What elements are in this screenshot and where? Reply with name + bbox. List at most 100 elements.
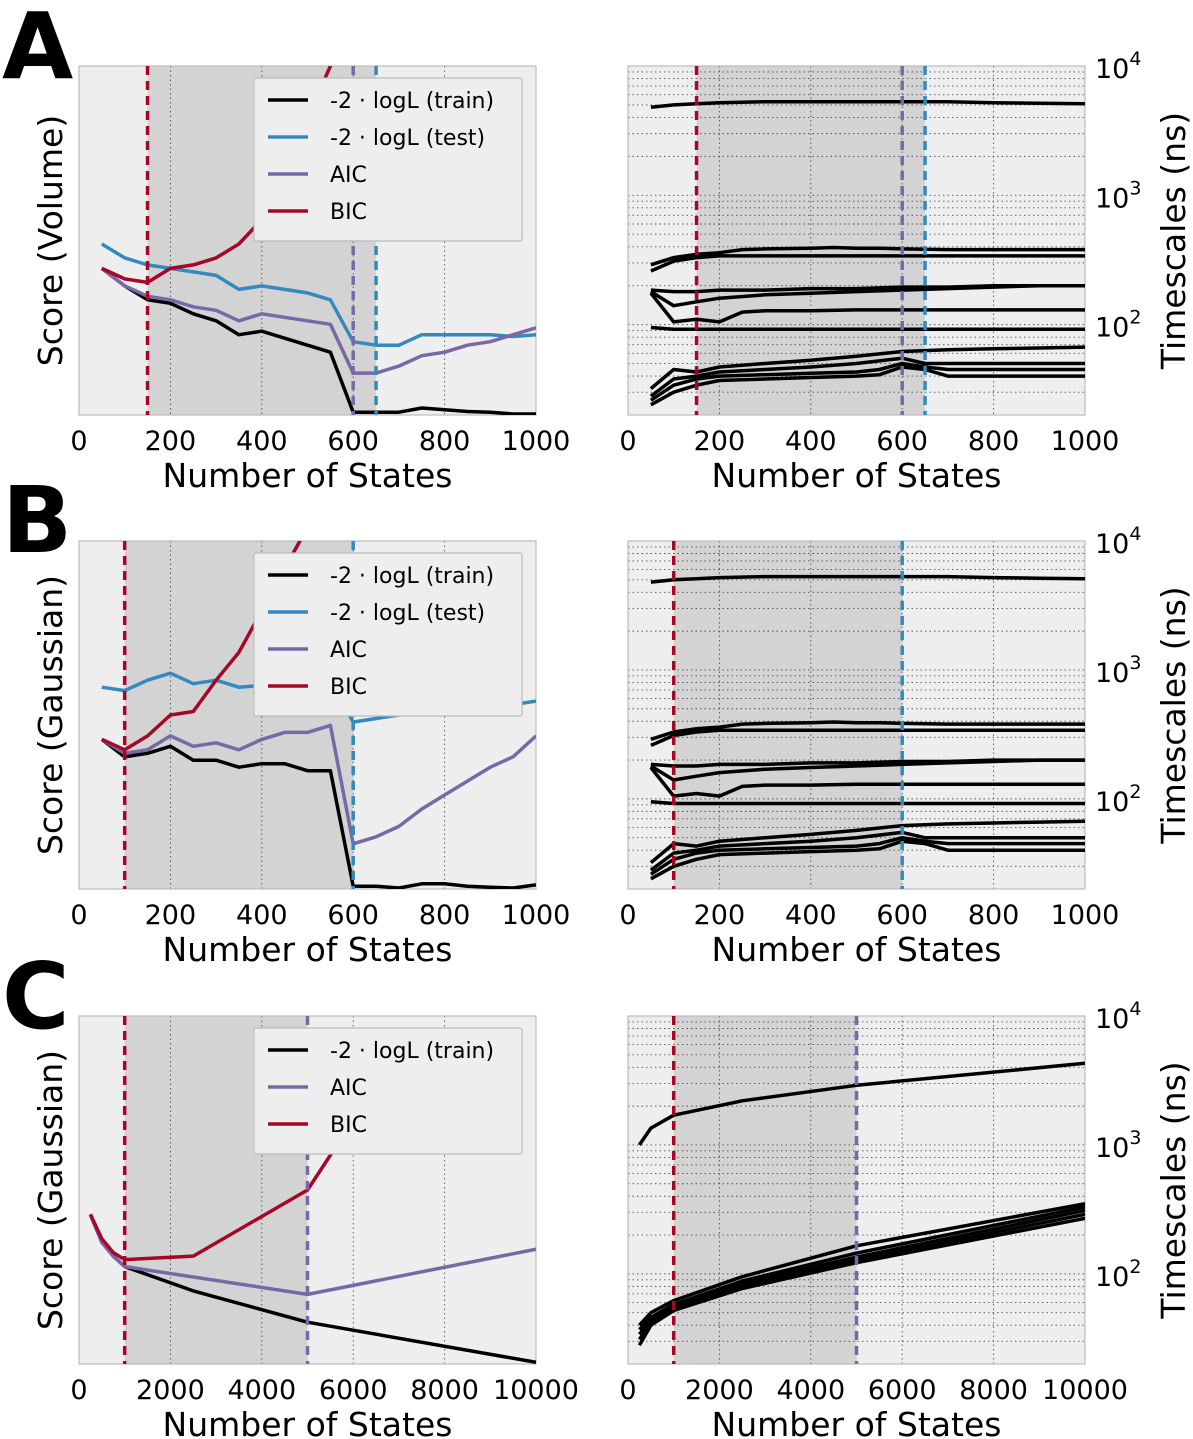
timescale-line-1 [650,99,1085,109]
timescale-line-2 [638,1201,1085,1327]
timescale-line-7 [650,799,1085,806]
x-tick-label: 1000 [502,900,571,931]
x-tick-label: 400 [785,900,837,931]
chart-c-left: 0 2000 4000 6000 8000 10000 Number of States Sc… [31,1015,579,1439]
y-tick-label: 104 [1095,998,1141,1035]
axes-frame [78,65,537,416]
x-axis-label: Number of States [712,1405,1002,1439]
timescale-line-8 [649,819,1085,865]
chart-a-right: 0 200 400 600 800 1000 Number of States Timesca… [619,48,1193,495]
x-tick-label: 6000 [868,1375,937,1406]
y-tick-label: 103 [1095,652,1141,689]
legend-label: AIC [330,163,367,188]
x-tick-label: 0 [619,900,636,931]
x-tick-label: 200 [694,426,746,457]
timescale-line-6 [649,292,1085,324]
series-line-aic [100,267,536,375]
x-tick-label: 8000 [959,1375,1028,1406]
y-tick-label: 103 [1095,177,1141,214]
x-tick-label: 200 [694,900,746,931]
timescale-line-10 [649,835,1085,876]
legend: -2 · logL (train) -2 · logL (test) AIC BIC [253,77,523,242]
x-tick-label: 800 [968,900,1020,931]
x-tick-label: 10000 [1042,1375,1128,1406]
legend-label: -2 · logL (train) [330,89,494,114]
legend-label: -2 · logL (test) [330,126,485,151]
x-tick-label: 10000 [493,1375,579,1406]
timescale-line-5 [649,758,1085,782]
x-tick-label: 400 [236,900,288,931]
series-line-train [100,267,536,415]
y-axis-label: Score (Gaussian) [31,1050,70,1330]
y-tick-label: 104 [1095,48,1141,85]
chart-b-right: 0 200 400 600 800 1000 Number of States Timesca… [619,523,1193,969]
timescale-line-10 [649,361,1085,402]
legend-label: BIC [330,1113,367,1138]
y-tick-label: 102 [1095,1256,1141,1293]
legend: -2 · logL (train) AIC BIC [253,1027,523,1155]
series-line-aic [100,723,536,846]
axes-frame [627,65,1086,416]
x-tick-label: 0 [619,426,636,457]
panel-letter-b: B [2,467,72,574]
panel-letter-c: C [2,943,70,1050]
axes-frame [627,540,1086,890]
panel-letter-a: A [2,0,73,100]
timescale-line-7 [650,325,1085,332]
timescale-line-6 [637,1216,1085,1347]
legend-label: BIC [330,675,367,700]
legend-box [253,1027,523,1155]
timescale-line-2 [650,720,1085,741]
legend: -2 · logL (train) -2 · logL (test) AIC BIC [253,552,523,717]
x-tick-label: 400 [785,426,837,457]
legend-label: -2 · logL (test) [330,601,485,626]
x-tick-label: 2000 [685,1375,754,1406]
legend-label: -2 · logL (train) [330,1039,494,1064]
x-tick-label: 0 [70,426,87,457]
y-axis-label: Timescales (ns) [1154,1061,1193,1319]
series-group [100,66,536,415]
x-tick-label: 4000 [227,1375,296,1406]
x-tick-label: 1000 [1051,426,1120,457]
chart-c-right: 0 2000 4000 6000 8000 10000 Number of States Ti… [619,998,1193,1439]
legend-label: AIC [330,1076,367,1101]
axes-frame [78,540,537,890]
timescale-line-9 [649,830,1085,872]
series-line-bic [101,66,333,285]
y-axis-label: Timescales (ns) [1154,586,1193,844]
series-line-train [100,738,536,889]
x-tick-label: 200 [145,426,197,457]
x-tick-label: 1000 [502,426,571,457]
timescale-line-3 [650,254,1085,273]
x-tick-label: 0 [619,1375,636,1406]
x-axis-label: Number of States [163,930,453,969]
series-group [649,574,1085,881]
x-tick-label: 8000 [410,1375,479,1406]
legend-box [253,552,523,717]
x-tick-label: 200 [145,900,197,931]
legend-label: BIC [330,200,367,225]
x-tick-label: 6000 [319,1375,388,1406]
x-tick-label: 800 [419,900,471,931]
x-tick-label: 600 [876,900,928,931]
timescale-line-1 [637,1061,1085,1146]
timescale-line-2 [650,245,1085,267]
x-tick-label: 0 [70,900,87,931]
y-tick-label: 103 [1095,1127,1141,1164]
timescale-line-5 [649,283,1085,308]
x-axis-label: Number of States [712,456,1002,495]
legend-label: -2 · logL (train) [330,564,494,589]
timescale-line-11 [650,839,1085,881]
timescale-line-3 [650,728,1085,748]
x-tick-label: 0 [70,1375,87,1406]
legend-box [253,77,523,242]
x-axis-label: Number of States [163,1405,453,1439]
shaded-region [696,66,926,415]
timescale-line-1 [650,574,1085,584]
x-tick-label: 2000 [136,1375,205,1406]
y-axis-label: Timescales (ns) [1154,112,1193,370]
chart-a-left: 0 200 400 600 800 1000 Number of States Score (… [31,65,571,495]
x-tick-label: 4000 [776,1375,845,1406]
x-tick-label: 400 [236,426,288,457]
